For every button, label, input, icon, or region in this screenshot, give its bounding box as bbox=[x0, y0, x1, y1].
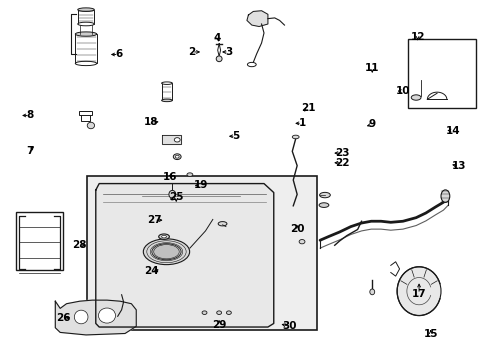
Text: 27: 27 bbox=[147, 215, 161, 225]
Text: 15: 15 bbox=[423, 329, 437, 339]
Text: 4: 4 bbox=[214, 33, 221, 43]
Text: 19: 19 bbox=[193, 180, 207, 190]
Bar bbox=[16, 212, 63, 270]
Text: 1: 1 bbox=[298, 118, 305, 128]
Text: 16: 16 bbox=[163, 172, 177, 182]
Ellipse shape bbox=[202, 311, 206, 315]
Text: 11: 11 bbox=[364, 63, 379, 73]
Ellipse shape bbox=[440, 190, 449, 202]
Ellipse shape bbox=[173, 154, 181, 159]
Ellipse shape bbox=[369, 289, 374, 295]
Polygon shape bbox=[96, 184, 273, 327]
Text: 29: 29 bbox=[211, 320, 226, 330]
Text: 12: 12 bbox=[409, 32, 424, 41]
Polygon shape bbox=[55, 300, 136, 335]
Ellipse shape bbox=[158, 234, 169, 239]
Ellipse shape bbox=[78, 8, 94, 12]
Ellipse shape bbox=[161, 235, 166, 238]
Ellipse shape bbox=[168, 190, 175, 198]
Ellipse shape bbox=[319, 192, 330, 198]
Text: 17: 17 bbox=[411, 289, 426, 299]
Text: 7: 7 bbox=[26, 145, 34, 156]
Text: 30: 30 bbox=[282, 321, 296, 331]
Text: 18: 18 bbox=[143, 117, 158, 127]
Ellipse shape bbox=[174, 138, 180, 142]
Ellipse shape bbox=[98, 308, 115, 323]
Text: 25: 25 bbox=[169, 192, 183, 202]
Text: 8: 8 bbox=[26, 111, 34, 121]
Text: 2: 2 bbox=[188, 47, 195, 57]
Ellipse shape bbox=[75, 32, 97, 36]
Ellipse shape bbox=[175, 155, 179, 158]
Polygon shape bbox=[161, 135, 181, 144]
Ellipse shape bbox=[292, 135, 299, 139]
Ellipse shape bbox=[74, 310, 88, 324]
Bar bbox=[78, 10, 94, 24]
Text: 13: 13 bbox=[451, 161, 466, 171]
Bar bbox=[87, 176, 316, 330]
Text: 26: 26 bbox=[56, 313, 70, 323]
Ellipse shape bbox=[319, 203, 328, 207]
Text: 6: 6 bbox=[115, 49, 122, 59]
Text: 3: 3 bbox=[225, 47, 232, 57]
Text: 22: 22 bbox=[334, 158, 348, 168]
Text: 10: 10 bbox=[395, 86, 410, 96]
Ellipse shape bbox=[216, 311, 221, 315]
Ellipse shape bbox=[299, 239, 305, 244]
Ellipse shape bbox=[410, 95, 420, 100]
Ellipse shape bbox=[216, 56, 222, 62]
Text: 21: 21 bbox=[300, 103, 314, 113]
Bar bbox=[407, 40, 475, 108]
Bar bbox=[75, 34, 97, 63]
Polygon shape bbox=[246, 11, 267, 27]
Ellipse shape bbox=[87, 122, 94, 129]
Text: 5: 5 bbox=[232, 131, 239, 141]
Text: 20: 20 bbox=[289, 225, 304, 234]
Ellipse shape bbox=[218, 222, 226, 226]
Ellipse shape bbox=[75, 61, 97, 66]
Ellipse shape bbox=[161, 99, 172, 102]
Ellipse shape bbox=[78, 22, 94, 26]
Ellipse shape bbox=[170, 197, 174, 200]
Bar bbox=[81, 111, 90, 121]
Bar bbox=[79, 111, 92, 115]
Ellipse shape bbox=[247, 62, 256, 67]
Ellipse shape bbox=[152, 244, 181, 260]
Bar bbox=[161, 83, 172, 100]
Text: 28: 28 bbox=[72, 240, 87, 250]
Text: 24: 24 bbox=[144, 266, 159, 276]
Ellipse shape bbox=[161, 82, 172, 85]
Text: 23: 23 bbox=[334, 148, 348, 158]
Ellipse shape bbox=[143, 239, 189, 265]
Ellipse shape bbox=[186, 173, 192, 176]
Ellipse shape bbox=[226, 311, 231, 315]
Text: 14: 14 bbox=[445, 126, 460, 135]
Text: 9: 9 bbox=[368, 120, 375, 129]
Ellipse shape bbox=[396, 267, 440, 316]
